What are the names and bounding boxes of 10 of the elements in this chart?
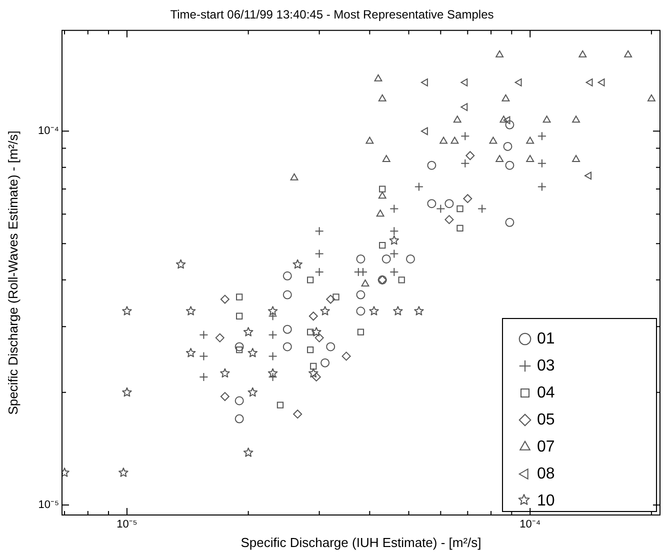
legend-label: 04: [537, 384, 555, 402]
legend-label: 08: [537, 465, 555, 482]
y-axis-title: Specific Discharge (Roll-Waves Estimate) - [m²/s]: [5, 130, 20, 415]
x-axis-title: Specific Discharge (IUH Estimate) - [m²/s]: [240, 534, 482, 550]
legend-label: 10: [537, 492, 555, 510]
legend-label: 01: [537, 330, 555, 348]
chart-title: Time-start 06/11/99 13:40:45 - Most Representative Samples: [170, 8, 494, 22]
legend-label: 05: [537, 411, 555, 428]
legend-label: 03: [537, 357, 555, 374]
legend-label: 07: [537, 438, 555, 456]
